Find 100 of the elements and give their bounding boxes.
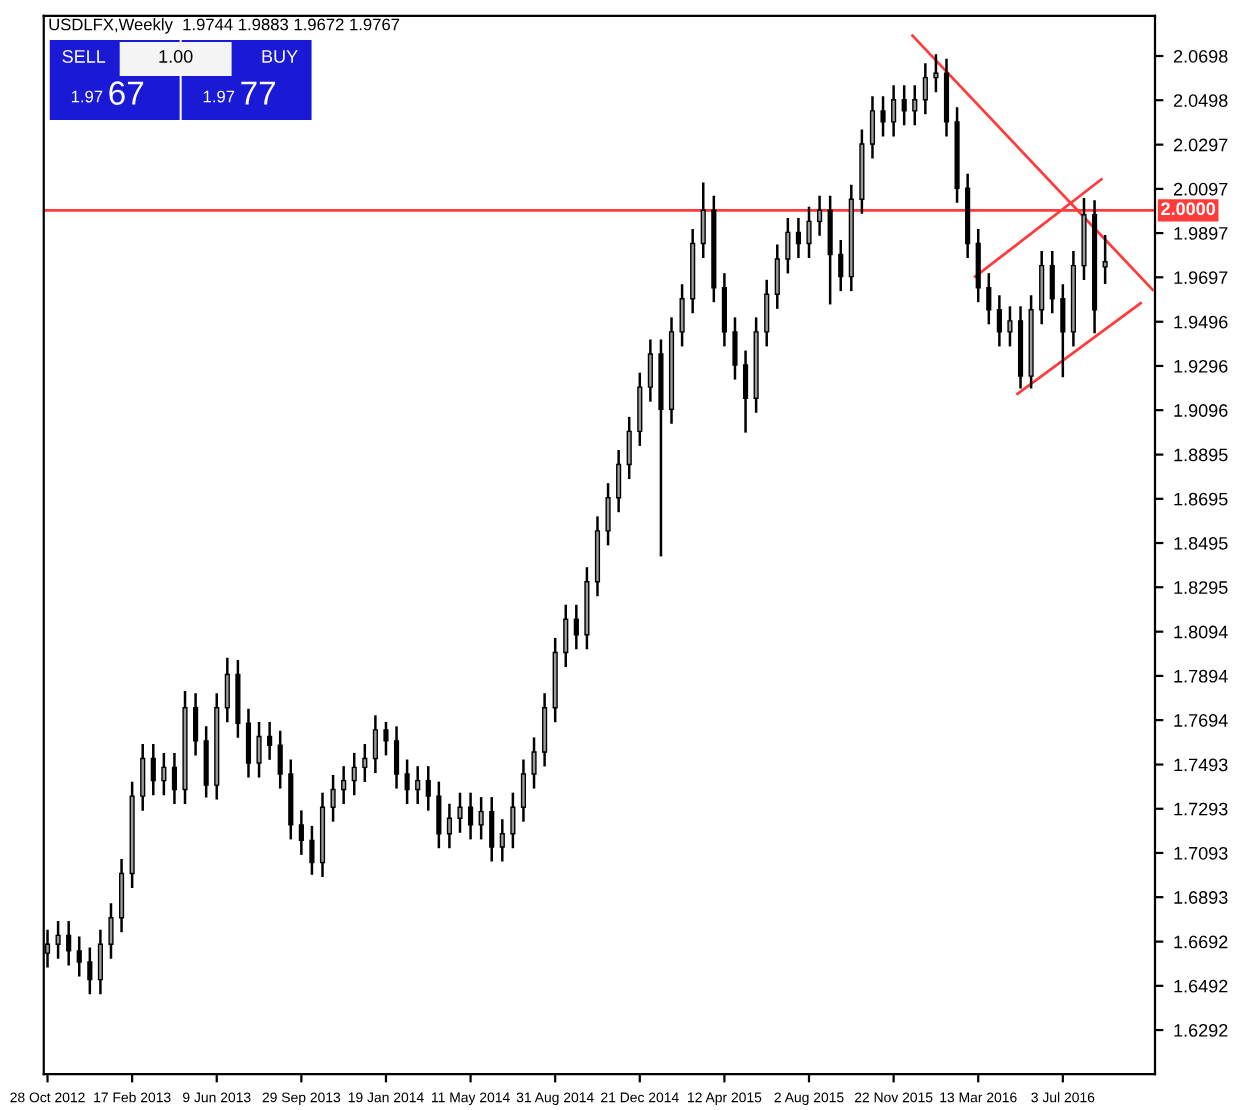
candlestick [478,797,484,840]
candlestick [1102,234,1108,285]
candlestick [309,825,315,875]
candlestick [140,744,146,811]
candlestick [647,339,653,402]
candlestick [975,228,981,303]
candlestick [351,752,357,796]
candlestick [1007,306,1013,347]
candlestick [785,217,791,274]
candlestick [573,604,579,650]
candlestick [795,217,802,258]
candlestick [626,416,632,480]
candlestick [764,279,770,347]
y-tick-label: 1.7694 [1174,714,1228,727]
y-tick-label: 1.9096 [1174,404,1228,417]
candlestick [150,744,156,796]
candlestick [66,920,72,966]
candlestick [446,803,453,849]
candlestick [341,766,347,805]
y-tick-label: 1.9697 [1174,271,1228,285]
candlestick [193,693,199,756]
candlestick [510,792,516,849]
candlestick [161,752,167,796]
candlestick [1049,251,1055,314]
candlestick [817,195,823,236]
candlestick [224,657,230,723]
candlestick [880,96,886,137]
candlestick [996,295,1002,347]
candlestick [1039,251,1045,325]
candlestick [256,721,262,778]
y-tick-label: 1.8495 [1174,536,1228,550]
candlestick [203,726,209,798]
ref-line-label: 2.0000 [1161,202,1216,216]
candlestick [393,726,400,789]
chart-title: USDLFX,Weekly 1.9744 1.9883 1.9672 1.9767 [49,18,400,34]
candlestick [171,752,178,805]
candlestick [933,54,939,93]
candlestick [330,775,336,822]
candlestick [637,372,643,446]
y-tick-label: 1.7894 [1174,669,1228,683]
candlestick [97,929,103,995]
y-tick-label: 1.6292 [1174,1023,1228,1037]
y-tick-label: 1.9897 [1174,227,1228,240]
candlestick [415,766,421,805]
candlestick [605,483,611,546]
y-tick-label: 1.8094 [1174,625,1228,639]
y-tick-label: 1.7093 [1174,846,1228,860]
candlestick [404,759,410,805]
y-tick-label: 1.6692 [1174,935,1228,949]
candlestick [1060,284,1066,378]
candlestick [118,859,125,933]
annotation: 1.97 67 [71,81,144,105]
candlestick [467,792,474,840]
y-tick-label: 2.0498 [1173,94,1228,107]
candlestick [922,63,928,115]
candlestick [869,96,876,159]
candlestick [245,708,252,778]
y-tick-label: 2.0297 [1173,138,1228,152]
y-tick-label: 1.8295 [1174,581,1228,594]
candlestick [531,737,537,789]
y-tick-label: 1.6893 [1174,891,1228,904]
candlestick [679,284,685,347]
candlestick [806,206,812,258]
y-tick-label: 1.9296 [1174,359,1228,373]
candlestick [76,936,82,977]
y-tick-label: 2.0698 [1173,49,1228,63]
candlestick [827,195,833,305]
candlestick [563,604,569,667]
candlestick [891,85,897,137]
y-tick-label: 1.8695 [1174,492,1228,506]
candlestick [372,715,378,774]
candlestick [108,903,114,959]
y-tick-label: 1.7493 [1174,758,1228,772]
candlestick [362,744,368,782]
candlestick [436,781,442,849]
candlestick [267,721,273,760]
candlestick [542,693,548,767]
candlestick [457,792,463,833]
candlestick [87,947,93,995]
y-tick-label: 1.9496 [1174,315,1228,329]
candlestick [55,920,61,959]
candlestick [838,240,844,292]
candlestick [901,85,907,126]
candlestick [489,797,495,862]
candlestick [277,730,283,789]
candlestick [721,273,727,347]
candlestick [616,450,622,513]
candlestick [912,85,918,126]
candlestick [700,182,706,258]
annotation: SELL [62,50,106,63]
y-tick-label: 1.8895 [1174,448,1228,462]
annotation: 1.00 [159,50,193,63]
candlestick [520,759,527,822]
y-tick-label: 1.6492 [1174,979,1228,993]
candlestick [986,273,992,325]
candlestick [742,350,749,433]
candlestick [298,810,304,855]
candlestick [774,244,780,309]
candlestick [499,819,505,862]
candlestick [732,317,738,380]
